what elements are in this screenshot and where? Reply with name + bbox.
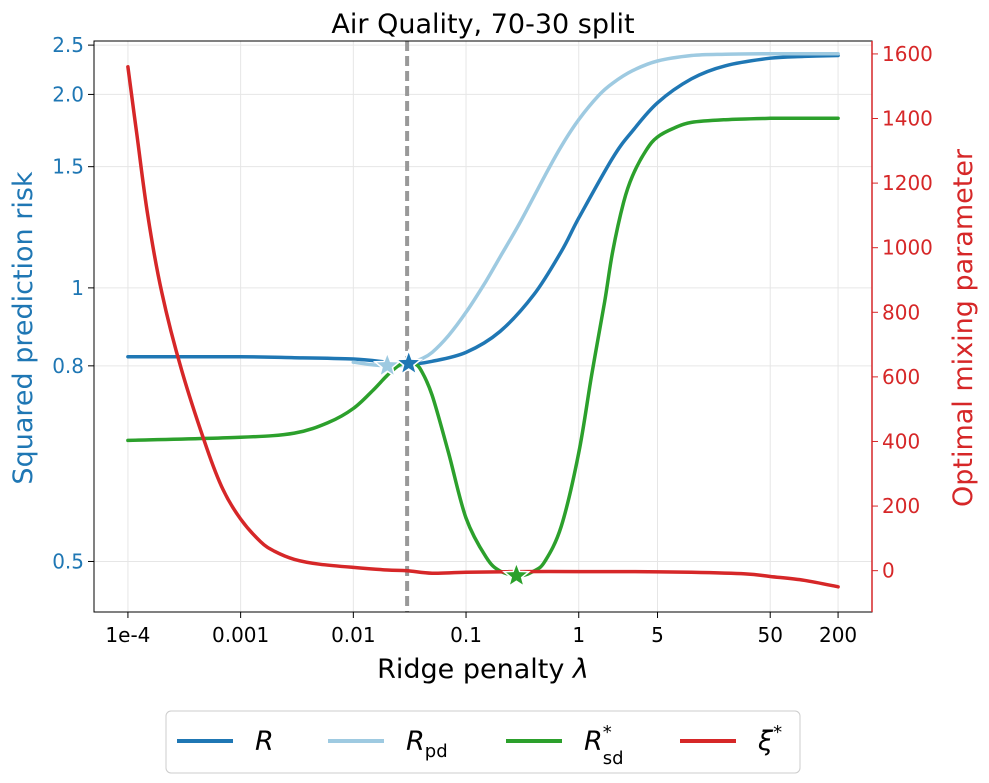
x-axis-label-text: Ridge penalty (377, 654, 573, 685)
legend-label-R: R (255, 726, 274, 757)
y-right-tick-label: 1600 (882, 42, 933, 66)
x-tick-label: 1 (572, 623, 585, 647)
x-tick-label: 50 (757, 623, 782, 647)
optimum-markers (372, 348, 531, 589)
x-tick-label: 200 (819, 623, 857, 647)
gridlines (94, 41, 872, 612)
series-line-xi (126, 65, 840, 589)
x-tick-label: 1e-4 (105, 623, 150, 647)
legend-label-R_pd: Rpd (406, 726, 448, 762)
y-left-tick-label: 0.8 (52, 354, 84, 378)
y-left-tick-label: 1.5 (52, 155, 84, 179)
y-left-axis-ticks: 0.5 0.8 1 1.5 2.0 2.5 (52, 33, 94, 573)
series-lines (126, 51, 840, 589)
x-axis-ticks: 1e-4 0.001 0.01 0.1 1 5 50 200 (105, 612, 857, 647)
x-tick-label: 0.1 (450, 623, 482, 647)
series-line-R (126, 53, 840, 367)
y-left-axis-label: Squared prediction risk (8, 171, 39, 484)
x-tick-label: 0.01 (331, 623, 376, 647)
y-right-tick-label: 1200 (882, 171, 933, 195)
y-left-tick-label: 2.5 (52, 33, 84, 57)
y-left-tick-label: 0.5 (52, 549, 84, 573)
y-right-tick-label: 200 (882, 494, 920, 518)
y-left-tick-label: 1 (71, 276, 84, 300)
series-line-R_pd (351, 51, 840, 368)
star-marker-R_sd (502, 560, 531, 589)
y-right-axis-ticks: 0 200 400 600 800 1000 1200 1400 1600 (871, 41, 933, 612)
x-tick-label: 0.001 (212, 623, 269, 647)
legend-label-xi: ξ* (757, 722, 782, 757)
y-right-tick-label: 0 (882, 559, 895, 583)
star-marker-R (394, 348, 424, 376)
y-right-axis-label: Optimal mixing parameter (948, 148, 979, 507)
star-marker-R_pd (372, 350, 402, 379)
y-right-tick-label: 1000 (882, 236, 933, 260)
legend-box (165, 710, 801, 774)
y-right-tick-label: 800 (882, 300, 920, 324)
legend: R Rpd R* sd ξ* (165, 710, 801, 774)
y-right-tick-label: 1400 (882, 107, 933, 131)
x-axis-label-symbol: λ (571, 654, 589, 685)
y-left-tick-label: 2.0 (52, 82, 84, 106)
y-right-tick-label: 600 (882, 365, 920, 389)
legend-label-R_sd: R* sd (584, 722, 624, 769)
plot-frame (93, 40, 873, 613)
y-right-tick-label: 400 (882, 429, 920, 453)
x-axis-label: Ridge penalty λ (377, 654, 589, 685)
chart-title: Air Quality, 70-30 split (331, 9, 634, 40)
x-tick-label: 5 (651, 623, 664, 647)
